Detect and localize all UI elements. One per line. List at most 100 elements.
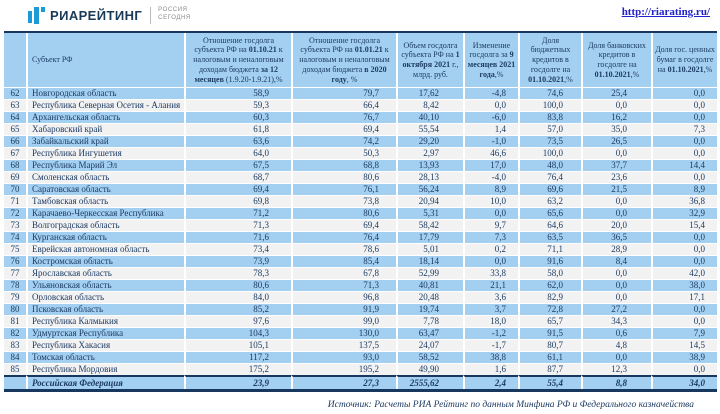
logo-brand-text: РИАРЕЙТИНГ bbox=[50, 7, 143, 23]
value-cell: 5,31 bbox=[396, 207, 463, 219]
region-cell: Смоленская область bbox=[26, 171, 184, 183]
rank-cell: 79 bbox=[4, 291, 26, 303]
value-cell: 68,8 bbox=[291, 159, 396, 171]
value-cell: 34,0 bbox=[651, 375, 717, 389]
value-cell: 65,6 bbox=[518, 207, 581, 219]
value-cell: 57,0 bbox=[518, 123, 581, 135]
value-cell: 48,0 bbox=[518, 159, 581, 171]
value-cell: 84,0 bbox=[184, 291, 291, 303]
value-cell: 20,94 bbox=[396, 195, 463, 207]
region-cell: Карачаево-Черкесская Республика bbox=[26, 207, 184, 219]
value-cell: 73,4 bbox=[184, 243, 291, 255]
region-cell: Тамбовская область bbox=[26, 195, 184, 207]
riarating-link[interactable]: http://riarating.ru/ bbox=[621, 6, 710, 18]
rank-cell: 82 bbox=[4, 327, 26, 339]
region-cell: Республика Хакасия bbox=[26, 339, 184, 351]
value-cell: 80,7 bbox=[518, 339, 581, 351]
value-cell: 8,9 bbox=[463, 183, 518, 195]
value-cell: 71,1 bbox=[518, 243, 581, 255]
rank-cell bbox=[4, 375, 26, 389]
value-cell: 69,4 bbox=[184, 183, 291, 195]
table-row: 78 Ульяновская область 80,6 71,3 40,81 21,1 62… bbox=[4, 279, 717, 291]
total-row: Российская Федерация 23,9 27,3 2555,62 2,4 55… bbox=[4, 375, 717, 389]
rank-cell: 64 bbox=[4, 111, 26, 123]
table-row: 82 Удмуртская Республика 104,3 130,0 63,47 -1… bbox=[4, 327, 717, 339]
table-row: 70 Саратовская область 69,4 76,1 56,24 8,9 69,… bbox=[4, 183, 717, 195]
value-cell: 25,4 bbox=[581, 87, 651, 99]
region-cell: Республика Калмыкия bbox=[26, 315, 184, 327]
value-cell: -1,7 bbox=[463, 339, 518, 351]
value-cell: 50,3 bbox=[291, 147, 396, 159]
value-cell: 40,81 bbox=[396, 279, 463, 291]
value-cell: 0,0 bbox=[651, 99, 717, 111]
value-cell: 0,0 bbox=[463, 99, 518, 111]
column-header-rank bbox=[4, 33, 26, 87]
rank-cell: 77 bbox=[4, 267, 26, 279]
value-cell: 73,9 bbox=[184, 255, 291, 267]
rank-cell: 78 bbox=[4, 279, 26, 291]
region-cell: Архангельская область bbox=[26, 111, 184, 123]
value-cell: 67,8 bbox=[291, 267, 396, 279]
top-bar: РИАРЕЙТИНГ РОССИЯ СЕГОДНЯ http://riarati… bbox=[0, 0, 720, 30]
value-cell: 42,0 bbox=[651, 267, 717, 279]
table-row: 85 Республика Мордовия 175,2 195,2 49,90 1,6 8… bbox=[4, 363, 717, 375]
rank-cell: 72 bbox=[4, 207, 26, 219]
value-cell: 63,47 bbox=[396, 327, 463, 339]
value-cell: 4,8 bbox=[581, 339, 651, 351]
value-cell: 24,07 bbox=[396, 339, 463, 351]
value-cell: 80,6 bbox=[291, 171, 396, 183]
value-cell: 58,0 bbox=[518, 267, 581, 279]
value-cell: 0,6 bbox=[581, 327, 651, 339]
value-cell: 63,5 bbox=[518, 231, 581, 243]
value-cell: 23,6 bbox=[581, 171, 651, 183]
value-cell: 7,3 bbox=[463, 231, 518, 243]
column-header-bank-loans: Доля банковских кредитов в госдолге на 0… bbox=[581, 33, 651, 87]
value-cell: 85,2 bbox=[184, 303, 291, 315]
logo-divider bbox=[150, 6, 152, 24]
value-cell: 1,4 bbox=[463, 123, 518, 135]
value-cell: 104,3 bbox=[184, 327, 291, 339]
value-cell: 0,0 bbox=[463, 207, 518, 219]
value-cell: 91,5 bbox=[518, 327, 581, 339]
value-cell: 28,9 bbox=[581, 243, 651, 255]
region-cell: Республика Ингушетия bbox=[26, 147, 184, 159]
rank-cell: 73 bbox=[4, 219, 26, 231]
value-cell: 35,0 bbox=[581, 123, 651, 135]
value-cell: 0,0 bbox=[651, 171, 717, 183]
rank-cell: 69 bbox=[4, 171, 26, 183]
table-row: 75 Еврейская автономная область 73,4 78,6 5,… bbox=[4, 243, 717, 255]
value-cell: 0,0 bbox=[651, 147, 717, 159]
table-row: 76 Костромская область 73,9 85,4 18,14 0,0 91,… bbox=[4, 255, 717, 267]
value-cell: 19,74 bbox=[396, 303, 463, 315]
value-cell: 33,8 bbox=[463, 267, 518, 279]
column-header-ratio-jan: Отношение госдолга субъекта РФ на 01.01.… bbox=[291, 33, 396, 87]
value-cell: 0,0 bbox=[581, 207, 651, 219]
value-cell: 67,5 bbox=[184, 159, 291, 171]
value-cell: 18,0 bbox=[463, 315, 518, 327]
column-header-budget-loans: Доля бюджетных кредитов в госдолге на 01… bbox=[518, 33, 581, 87]
rank-cell: 62 bbox=[4, 87, 26, 99]
value-cell: 8,4 bbox=[581, 255, 651, 267]
value-cell: 96,8 bbox=[291, 291, 396, 303]
rank-cell: 76 bbox=[4, 255, 26, 267]
region-cell: Саратовская область bbox=[26, 183, 184, 195]
rank-cell: 68 bbox=[4, 159, 26, 171]
value-cell: 0,0 bbox=[651, 303, 717, 315]
value-cell: 0,0 bbox=[651, 315, 717, 327]
debt-rating-table: Субъект РФ Отношение госдолга субъекта РФ… bbox=[4, 31, 717, 392]
value-cell: 0,0 bbox=[581, 267, 651, 279]
column-header-securities: Доля гос. ценных бумаг в госдолге на 01.… bbox=[651, 33, 717, 87]
value-cell: 0,0 bbox=[651, 111, 717, 123]
value-cell: 63,2 bbox=[518, 195, 581, 207]
value-cell: 69,6 bbox=[518, 183, 581, 195]
table-row: 84 Томская область 117,2 93,0 58,52 38,8 61,1 0… bbox=[4, 351, 717, 363]
value-cell: 93,0 bbox=[291, 351, 396, 363]
value-cell: 52,99 bbox=[396, 267, 463, 279]
logo-agency-text: РОССИЯ СЕГОДНЯ bbox=[158, 7, 191, 23]
value-cell: 0,0 bbox=[651, 243, 717, 255]
region-cell: Курганская область bbox=[26, 231, 184, 243]
value-cell: 68,7 bbox=[184, 171, 291, 183]
value-cell: 7,78 bbox=[396, 315, 463, 327]
value-cell: 76,4 bbox=[518, 171, 581, 183]
